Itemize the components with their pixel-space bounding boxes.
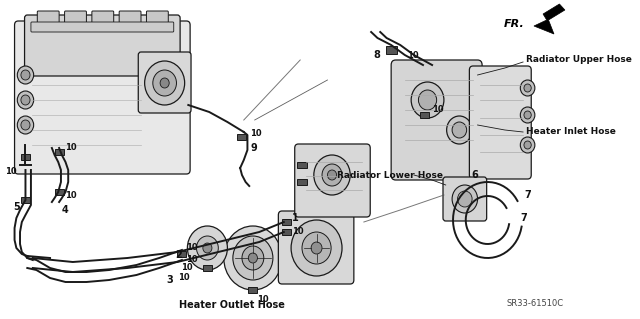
FancyBboxPatch shape bbox=[147, 11, 168, 25]
Text: 10: 10 bbox=[65, 190, 77, 199]
Circle shape bbox=[233, 236, 273, 280]
FancyBboxPatch shape bbox=[15, 21, 190, 174]
Circle shape bbox=[21, 120, 30, 130]
Circle shape bbox=[17, 91, 34, 109]
Text: 10: 10 bbox=[250, 129, 262, 137]
Circle shape bbox=[196, 236, 218, 260]
Circle shape bbox=[242, 246, 264, 270]
Circle shape bbox=[160, 78, 169, 88]
Text: 8: 8 bbox=[373, 50, 380, 60]
Bar bbox=[21, 197, 30, 203]
Bar bbox=[282, 229, 291, 235]
Circle shape bbox=[224, 226, 282, 290]
FancyBboxPatch shape bbox=[92, 11, 114, 25]
Bar bbox=[282, 219, 291, 225]
Text: 10: 10 bbox=[177, 273, 189, 283]
Text: 5: 5 bbox=[13, 202, 20, 212]
Circle shape bbox=[524, 84, 531, 92]
Text: 10: 10 bbox=[65, 144, 77, 152]
Circle shape bbox=[314, 155, 350, 195]
Bar bbox=[420, 112, 429, 118]
Text: Radiator Lower Hose: Radiator Lower Hose bbox=[337, 170, 443, 180]
Circle shape bbox=[524, 111, 531, 119]
FancyBboxPatch shape bbox=[37, 11, 59, 25]
Bar bbox=[54, 149, 63, 155]
Text: 3: 3 bbox=[166, 275, 173, 285]
Circle shape bbox=[188, 226, 227, 270]
Circle shape bbox=[17, 116, 34, 134]
Circle shape bbox=[203, 243, 212, 253]
FancyBboxPatch shape bbox=[295, 144, 370, 217]
Circle shape bbox=[248, 253, 257, 263]
Text: 7: 7 bbox=[520, 213, 527, 223]
Text: 6: 6 bbox=[471, 170, 478, 180]
Circle shape bbox=[21, 95, 30, 105]
Text: Radiator Upper Hose: Radiator Upper Hose bbox=[526, 56, 632, 64]
Circle shape bbox=[322, 164, 342, 186]
Text: 10: 10 bbox=[432, 106, 444, 115]
Circle shape bbox=[419, 90, 436, 110]
FancyBboxPatch shape bbox=[65, 11, 86, 25]
Circle shape bbox=[302, 232, 331, 264]
FancyBboxPatch shape bbox=[31, 22, 173, 32]
FancyBboxPatch shape bbox=[469, 66, 531, 179]
Text: 7: 7 bbox=[524, 190, 531, 200]
Text: 10: 10 bbox=[186, 243, 198, 253]
Circle shape bbox=[328, 170, 337, 180]
Circle shape bbox=[153, 70, 177, 96]
Circle shape bbox=[447, 116, 472, 144]
FancyBboxPatch shape bbox=[24, 15, 180, 76]
Circle shape bbox=[458, 191, 472, 207]
Text: SR33-61510C: SR33-61510C bbox=[507, 299, 564, 308]
Text: 10: 10 bbox=[186, 256, 198, 264]
FancyBboxPatch shape bbox=[278, 211, 354, 284]
Bar bbox=[237, 134, 246, 140]
Text: 4: 4 bbox=[62, 205, 68, 215]
Text: Heater Outlet Hose: Heater Outlet Hose bbox=[179, 300, 285, 310]
FancyBboxPatch shape bbox=[119, 11, 141, 25]
Bar bbox=[298, 179, 307, 185]
Text: 1: 1 bbox=[292, 213, 299, 223]
FancyBboxPatch shape bbox=[138, 52, 191, 113]
Bar bbox=[248, 287, 257, 293]
Circle shape bbox=[17, 66, 34, 84]
Circle shape bbox=[520, 80, 535, 96]
Circle shape bbox=[520, 137, 535, 153]
Circle shape bbox=[145, 61, 185, 105]
Circle shape bbox=[452, 122, 467, 138]
Text: 10: 10 bbox=[181, 263, 193, 272]
Circle shape bbox=[21, 70, 30, 80]
Circle shape bbox=[524, 141, 531, 149]
Text: FR.: FR. bbox=[504, 19, 525, 29]
Text: 2: 2 bbox=[175, 250, 182, 260]
Circle shape bbox=[291, 220, 342, 276]
FancyBboxPatch shape bbox=[391, 60, 482, 180]
Circle shape bbox=[520, 107, 535, 123]
Bar bbox=[177, 251, 186, 257]
FancyBboxPatch shape bbox=[443, 177, 486, 221]
Text: 10: 10 bbox=[4, 167, 16, 176]
Circle shape bbox=[411, 82, 444, 118]
Bar bbox=[21, 154, 30, 160]
Bar bbox=[54, 189, 63, 195]
Text: 10: 10 bbox=[257, 295, 269, 305]
Text: Heater Inlet Hose: Heater Inlet Hose bbox=[526, 128, 616, 137]
Text: 10: 10 bbox=[292, 227, 303, 236]
Text: 9: 9 bbox=[250, 143, 257, 153]
Bar bbox=[203, 265, 212, 271]
Circle shape bbox=[452, 185, 477, 213]
Bar bbox=[386, 46, 397, 54]
Bar bbox=[298, 162, 307, 168]
Polygon shape bbox=[534, 4, 565, 34]
Circle shape bbox=[311, 242, 322, 254]
Text: 10: 10 bbox=[408, 50, 419, 60]
